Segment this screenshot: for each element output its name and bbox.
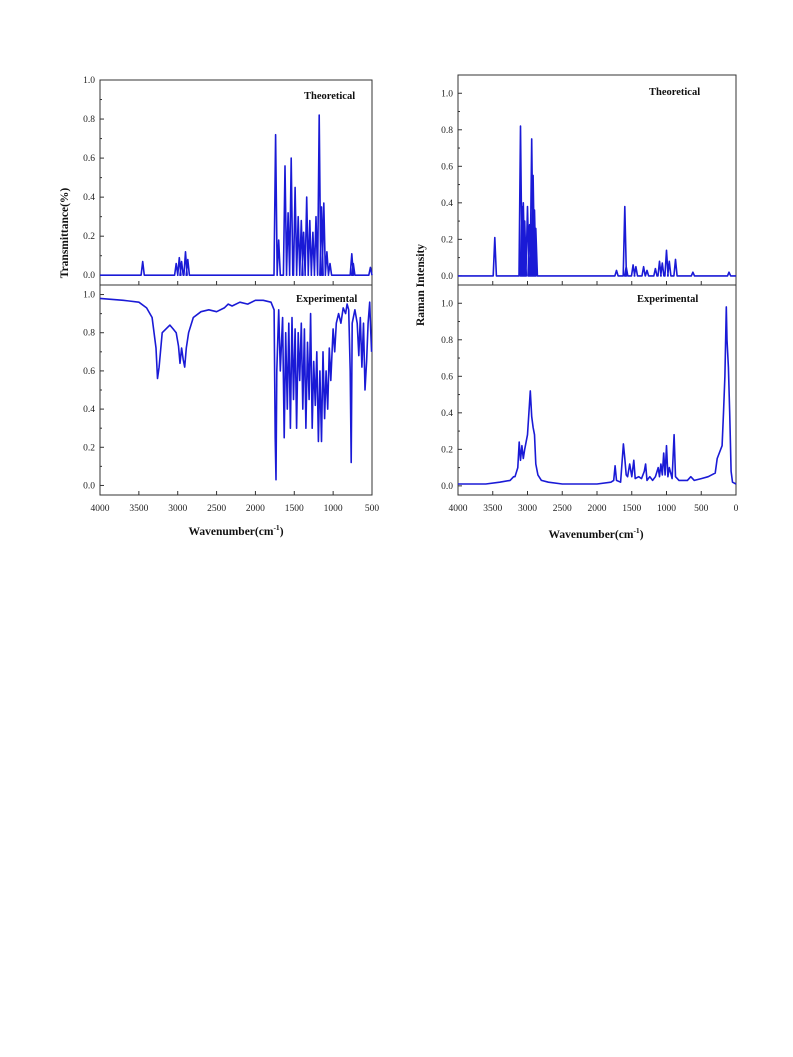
ir-theoretical-y-tick-label: 0.8 xyxy=(83,115,95,125)
raman-theoretical-y-tick-label: 0.6 xyxy=(441,162,453,172)
raman-experimental-y-tick-label: 0.4 xyxy=(441,409,453,419)
ir-experimental-y-tick-label: 0.8 xyxy=(83,329,95,339)
ir-experimental-y-tick-label: 0.4 xyxy=(83,405,95,415)
ir-y-axis-label: Transmittance(%) xyxy=(59,188,71,279)
ir-experimental-label: Experimental xyxy=(296,294,357,305)
raman-theoretical-y-ticks: 1.0 0.8 0.6 0.4 0.2 0.0 xyxy=(441,89,462,282)
raman-x-tick-label: 3000 xyxy=(518,504,537,514)
ir-theoretical-y-tick-label: 0.4 xyxy=(83,193,95,203)
raman-x-tick-label: 1500 xyxy=(622,504,641,514)
raman-theoretical-y-tick-label: 0.8 xyxy=(441,126,453,136)
raman-experimental-y-tick-label: 0.8 xyxy=(441,336,453,346)
raman-theoretical-y-tick-label: 0.0 xyxy=(441,272,453,282)
ir-theoretical-y-tick-label: 0.0 xyxy=(83,271,95,281)
ir-experimental-series-line xyxy=(99,297,373,481)
ir-x-tick-label: 1000 xyxy=(324,504,343,514)
ir-experimental-y-tick-label: 1.0 xyxy=(83,291,95,301)
ir-experimental-y-ticks: 1.0 0.8 0.6 0.4 0.2 0.0 xyxy=(83,291,104,491)
raman-experimental-y-tick-label: 0.6 xyxy=(441,372,453,382)
ir-theoretical-frame xyxy=(99,79,373,286)
raman-x-ticks: 4000 3500 3000 2500 2000 1500 1000 500 0 xyxy=(449,281,739,514)
ir-x-ticks: 4000 3500 3000 2500 2000 1500 1000 500 xyxy=(91,281,380,514)
ir-theoretical-y-tick-label: 0.2 xyxy=(83,232,95,242)
raman-experimental-y-tick-label: 1.0 xyxy=(441,299,453,309)
raman-experimental-series-line xyxy=(458,306,737,485)
raman-theoretical-y-tick-label: 0.2 xyxy=(441,235,453,245)
raman-theoretical-y-tick-label: 1.0 xyxy=(441,89,453,99)
raman-x-tick-label: 500 xyxy=(694,504,709,514)
ir-x-tick-label: 2500 xyxy=(207,504,226,514)
ir-experimental-frame xyxy=(99,284,373,496)
ir-theoretical-y-tick-label: 0.6 xyxy=(83,154,95,164)
ir-x-tick-label: 1500 xyxy=(285,504,304,514)
ir-experimental-y-tick-label: 0.6 xyxy=(83,367,95,377)
ir-experimental-y-tick-label: 0.2 xyxy=(83,443,95,453)
raman-experimental-y-tick-label: 0.2 xyxy=(441,445,453,455)
raman-x-tick-label: 1000 xyxy=(657,504,676,514)
raman-experimental-y-ticks: 1.0 0.8 0.6 0.4 0.2 0.0 xyxy=(441,299,462,492)
ir-x-tick-label: 4000 xyxy=(91,504,110,514)
ir-experimental-y-tick-label: 0.0 xyxy=(83,481,95,491)
raman-experimental-label: Experimental xyxy=(637,294,698,305)
ir-theoretical-label: Theoretical xyxy=(304,91,355,102)
raman-theoretical-series-line xyxy=(458,125,736,277)
ir-x-tick-label: 500 xyxy=(365,504,380,514)
ir-panel: 1.0 0.8 0.6 0.4 0.2 0.0 1.0 0.8 0.6 0.4 0.2 0.0 40… xyxy=(59,76,379,538)
raman-theoretical-label: Theoretical xyxy=(649,87,700,98)
ir-theoretical-y-ticks: 1.0 0.8 0.6 0.4 0.2 0.0 xyxy=(83,76,104,281)
raman-experimental-frame xyxy=(457,284,737,496)
ir-theoretical-series-line xyxy=(100,114,373,276)
ir-x-tick-label: 3500 xyxy=(129,504,148,514)
ir-x-tick-label: 2000 xyxy=(246,504,265,514)
raman-x-tick-label: 2500 xyxy=(553,504,572,514)
raman-x-axis-label: Wavenumber(cm-1) xyxy=(548,526,643,541)
raman-x-tick-label: 2000 xyxy=(588,504,607,514)
raman-x-tick-label: 0 xyxy=(734,504,739,514)
raman-theoretical-frame xyxy=(457,74,737,286)
raman-y-axis-label: Raman Intensity xyxy=(415,244,427,326)
raman-x-tick-label: 3500 xyxy=(483,504,502,514)
raman-experimental-y-tick-label: 0.0 xyxy=(441,482,453,492)
raman-panel: 1.0 0.8 0.6 0.4 0.2 0.0 1.0 0.8 0.6 0.4 0.2 0.0 40… xyxy=(415,74,739,541)
ir-x-tick-label: 3000 xyxy=(168,504,187,514)
ir-x-axis-label: Wavenumber(cm-1) xyxy=(188,523,283,538)
raman-x-tick-label: 4000 xyxy=(449,504,468,514)
ir-theoretical-y-tick-label: 1.0 xyxy=(83,76,95,86)
raman-theoretical-y-tick-label: 0.4 xyxy=(441,199,453,209)
